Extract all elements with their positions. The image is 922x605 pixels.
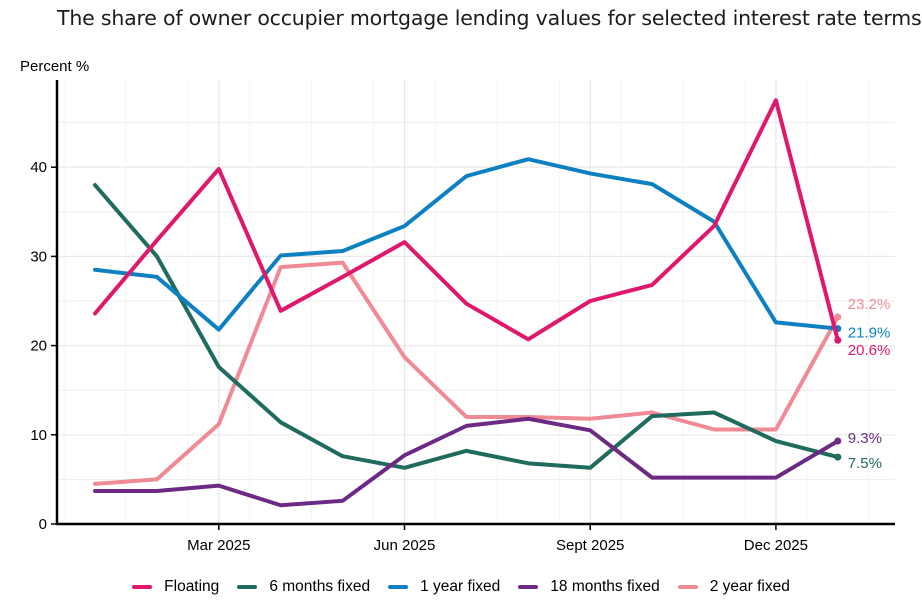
series-end-point [834, 437, 842, 445]
series-end-point [834, 313, 842, 321]
series-lines [93, 98, 842, 508]
axes: 0 10 20 30 40 Mar 2025 Jun 2025 Sept 2025 Dec 20… [30, 80, 895, 554]
x-tick-label: Mar 2025 [187, 537, 250, 554]
y-tick-label: 20 [30, 338, 47, 355]
legend-label: 1 year fixed [420, 578, 501, 595]
legend-swatch [132, 585, 153, 589]
legend-item: 2 year fixed [677, 578, 790, 596]
legend-item: 6 months fixed [237, 578, 370, 596]
series-end-point [834, 453, 842, 461]
y-tick-label: 30 [30, 248, 47, 265]
chart-title: The share of owner occupier mortgage len… [57, 6, 922, 30]
end-label: 23.2% [848, 296, 891, 313]
legend-swatch [388, 585, 409, 589]
legend-item: Floating [132, 578, 219, 596]
legend-item: 18 months fixed [518, 578, 660, 596]
legend-swatch [237, 585, 258, 589]
end-label: 7.5% [848, 455, 882, 472]
legend-label: 18 months fixed [550, 578, 660, 595]
end-label: 21.9% [848, 325, 891, 342]
y-axis-title: Percent % [20, 58, 89, 75]
x-tick-label: Jun 2025 [374, 537, 436, 554]
legend-swatch [677, 585, 698, 589]
y-tick-label: 40 [30, 159, 47, 176]
series-line-2-year-fixed [93, 260, 840, 486]
legend-item: 1 year fixed [388, 578, 500, 596]
legend-swatch [518, 585, 539, 589]
series-end-point [834, 336, 842, 344]
legend: Floating 6 months fixed 1 year fixed 18 mon… [0, 578, 922, 596]
end-labels: 20.6% 7.5% 21.9% 9.3% 23.2% [848, 296, 891, 472]
x-tick-label: Dec 2025 [744, 537, 808, 554]
series-line-18-months-fixed [93, 416, 840, 508]
y-tick-label: 10 [30, 427, 47, 444]
legend-label: Floating [164, 578, 220, 595]
series-line-floating [93, 98, 840, 343]
y-tick-label: 0 [39, 516, 47, 533]
series-line-6-months-fixed [93, 183, 840, 470]
legend-label: 6 months fixed [269, 578, 371, 595]
end-label: 9.3% [848, 430, 882, 447]
x-tick-label: Sept 2025 [556, 537, 624, 554]
grid [57, 80, 895, 524]
end-label: 20.6% [848, 342, 891, 359]
legend-label: 2 year fixed [709, 578, 790, 595]
line-chart: 0 10 20 30 40 Mar 2025 Jun 2025 Sept 2025 Dec 20… [20, 58, 895, 554]
